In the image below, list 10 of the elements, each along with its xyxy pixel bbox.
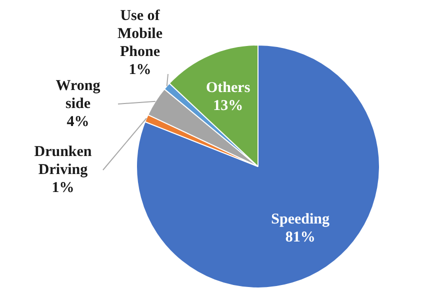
slice-label: Drunken Driving <box>34 144 92 178</box>
slice-label: Wrong side <box>56 78 101 112</box>
data-label: 1% <box>128 62 152 78</box>
data-label: 1% <box>52 180 74 196</box>
data-label: 4% <box>66 114 90 130</box>
slice-label: Use of Mobile Phone <box>118 8 163 60</box>
slice-label: Speeding <box>271 212 330 228</box>
data-label: 13% <box>213 98 244 114</box>
data-label: 81% <box>285 230 316 246</box>
slice-label: Others <box>206 80 250 96</box>
